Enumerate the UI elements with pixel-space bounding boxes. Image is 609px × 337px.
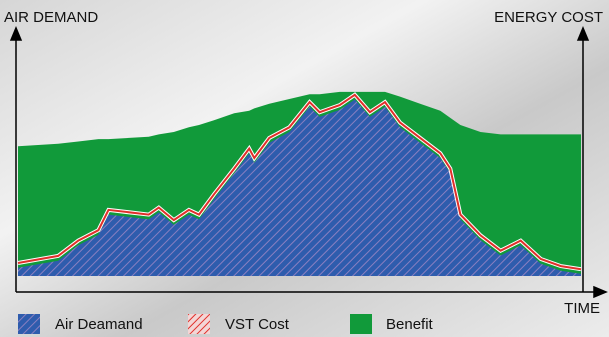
legend-label: VST Cost bbox=[225, 316, 290, 333]
x-axis-label: TIME bbox=[564, 300, 600, 317]
legend: Air Deamand VST Cost Benefit bbox=[18, 314, 434, 334]
y-axis-arrow bbox=[9, 26, 23, 41]
legend-label: Benefit bbox=[386, 316, 434, 333]
cost-line bbox=[17, 93, 582, 271]
legend-swatch bbox=[350, 314, 372, 334]
x-axis-arrow bbox=[593, 285, 608, 299]
legend-label: Air Deamand bbox=[55, 316, 143, 333]
legend-swatch bbox=[188, 314, 210, 334]
y2-axis-arrow bbox=[576, 26, 590, 41]
y-axis-label: AIR DEMAND bbox=[4, 9, 98, 26]
legend-swatch bbox=[18, 314, 40, 334]
axes bbox=[9, 26, 608, 299]
y2-axis-label: ENERGY COST bbox=[494, 9, 603, 26]
area-0 bbox=[18, 99, 581, 276]
plot-area bbox=[17, 91, 582, 277]
